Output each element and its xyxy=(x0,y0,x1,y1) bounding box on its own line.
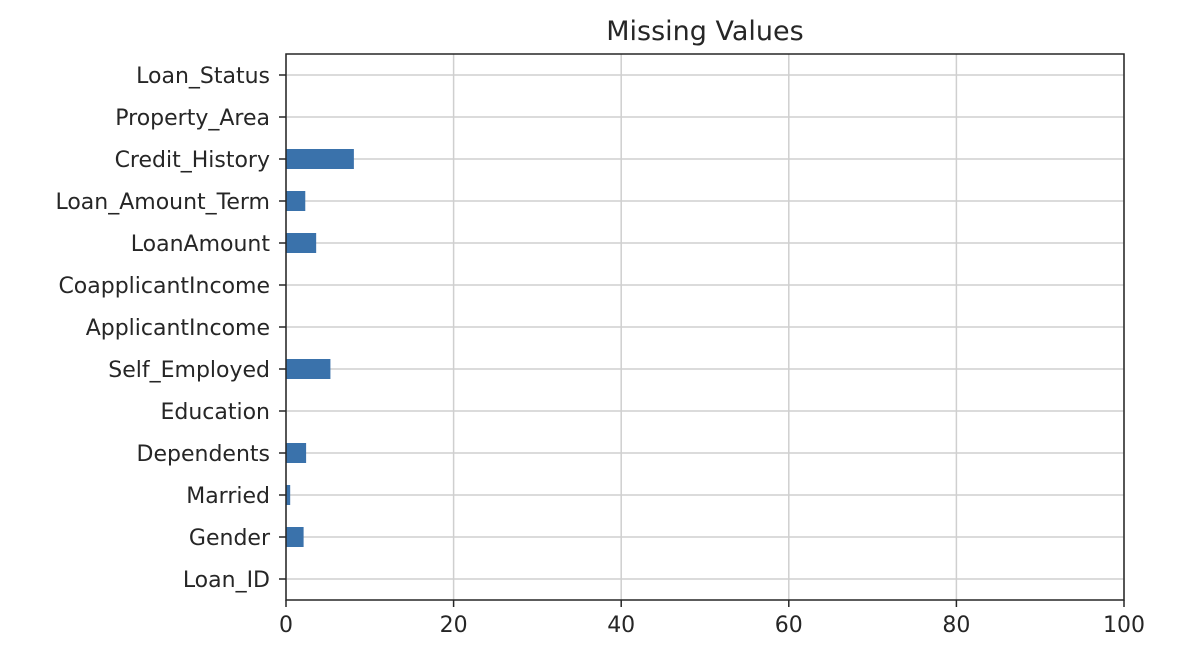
bar-layer xyxy=(286,149,354,547)
y-tick-label: Loan_Amount_Term xyxy=(55,190,270,215)
x-tick-label: 80 xyxy=(942,613,970,638)
x-tick-label: 0 xyxy=(279,613,293,638)
label-layer: 0 20 40 60 80 100 Loan_ID Gender Married Dependen… xyxy=(55,64,1145,638)
tick-layer xyxy=(279,74,1125,607)
y-tick-label: Education xyxy=(160,400,270,425)
chart-title: Missing Values xyxy=(606,16,803,47)
y-tick-label: Loan_ID xyxy=(183,568,270,593)
bar-dependents xyxy=(286,443,307,463)
y-tick-label: ApplicantIncome xyxy=(86,316,270,341)
y-tick-label: Married xyxy=(186,484,270,509)
y-tick-label: Gender xyxy=(189,526,271,551)
bar-self-employed xyxy=(286,359,331,379)
bar-credit-history xyxy=(286,149,354,169)
y-tick-label: Loan_Status xyxy=(136,64,270,89)
y-tick-label: LoanAmount xyxy=(131,232,271,257)
y-tick-label: Self_Employed xyxy=(108,358,270,383)
bar-loan-amount-term xyxy=(286,191,306,211)
x-tick-label: 100 xyxy=(1103,613,1145,638)
x-tick-label: 20 xyxy=(440,613,468,638)
bar-married xyxy=(286,485,291,505)
y-tick-label: Property_Area xyxy=(115,106,270,131)
x-tick-label: 40 xyxy=(607,613,635,638)
y-tick-label: CoapplicantIncome xyxy=(58,274,270,299)
grid-layer xyxy=(285,54,1125,600)
bar-loanamount xyxy=(286,233,317,253)
x-tick-label: 60 xyxy=(775,613,803,638)
bar-gender xyxy=(286,527,304,547)
y-tick-label: Dependents xyxy=(137,442,270,467)
y-tick-label: Credit_History xyxy=(115,148,270,173)
